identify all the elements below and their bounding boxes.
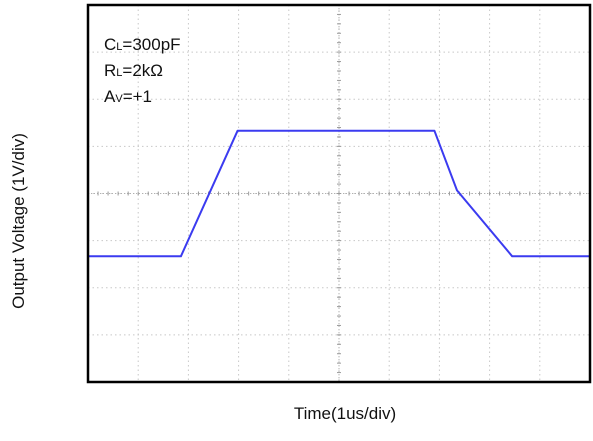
annotation-rl-sub: L	[116, 67, 123, 79]
y-axis-label-wrap: Output Voltage (1V/div)	[4, 0, 34, 441]
annotation-av-sub: V	[115, 93, 123, 105]
annotation-cl-sub: L	[116, 41, 123, 53]
annotation-av: AV=+1	[104, 88, 152, 108]
annotation-cl-main: C	[104, 35, 117, 54]
annotation-cl: CL=300pF	[104, 36, 181, 56]
annotation-rl-main: R	[104, 61, 117, 80]
annotation-rl: RL=2kΩ	[104, 62, 163, 82]
y-axis-label: Output Voltage (1V/div)	[9, 132, 28, 309]
annotation-rl-value: =2kΩ	[122, 61, 163, 80]
annotation-av-value: =+1	[122, 87, 152, 106]
waveform-trace	[88, 129, 590, 258]
annotation-av-main: A	[104, 87, 116, 106]
x-axis-label: Time(1us/div)	[293, 404, 397, 423]
annotation-cl-value: =300pF	[122, 35, 181, 54]
plot-frame	[86, 3, 592, 384]
